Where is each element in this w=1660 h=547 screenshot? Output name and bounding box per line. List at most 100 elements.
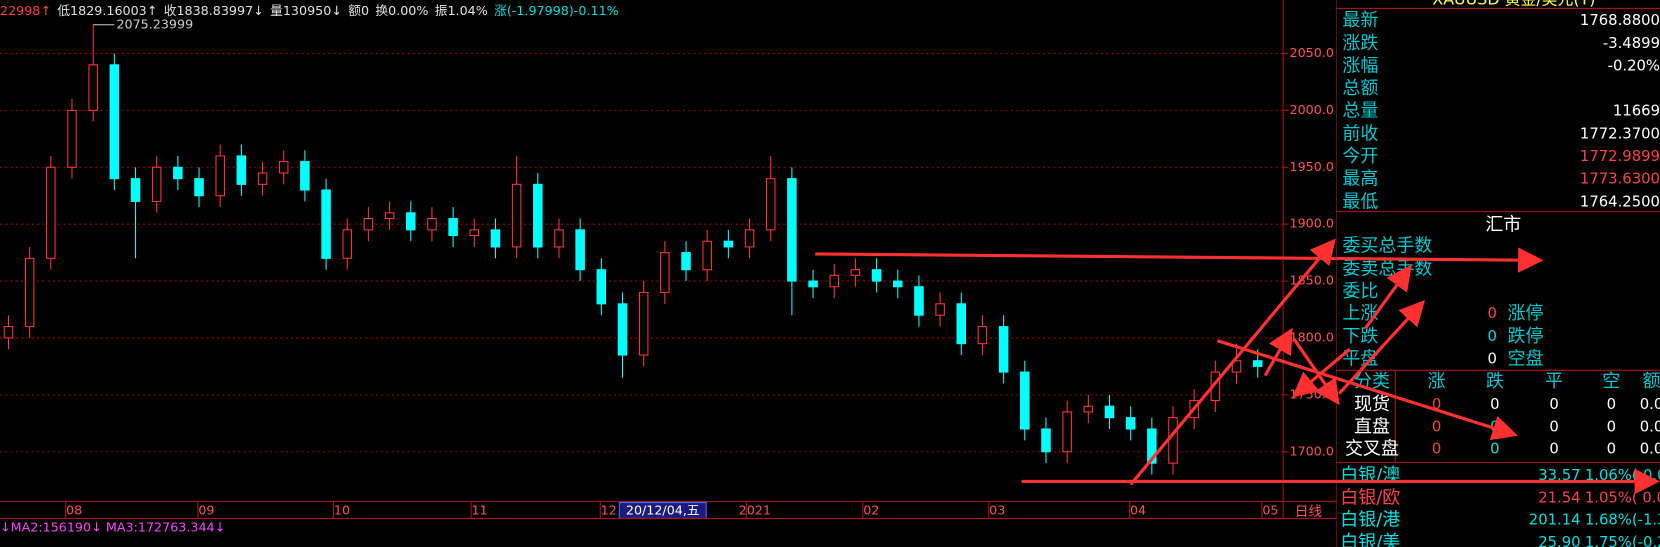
x-tick-label: 05 <box>1262 503 1278 518</box>
quote-item: 涨(-1.97998)-0.11% <box>494 3 619 18</box>
candle-body <box>787 178 797 282</box>
row-value: 1773.6300 <box>1580 171 1660 188</box>
row-value: 1772.3700 <box>1580 125 1660 142</box>
row-value: 1768.8800 <box>1580 12 1660 29</box>
candle-body <box>533 183 543 248</box>
quote-item: 收1838.83997↓ <box>164 3 264 18</box>
candle-body <box>977 326 988 345</box>
breadth-value: 0 <box>1488 305 1497 322</box>
x-tick-label: 10 <box>334 503 350 518</box>
candle-body <box>236 155 247 185</box>
y-tick-label: 1850.0 <box>1290 273 1334 288</box>
candle-body <box>278 161 289 174</box>
candle-body <box>892 280 903 288</box>
chart-area: 1700.01750.01800.01850.01900.01950.02000… <box>0 16 1334 520</box>
row-label: 前收 <box>1342 123 1378 144</box>
breadth-label: 平盘 <box>1342 349 1378 370</box>
table-cell: 0 <box>1432 418 1441 435</box>
table-cell: 0.0 <box>1640 441 1660 458</box>
candle-body <box>723 240 734 248</box>
candle-body <box>342 229 353 259</box>
candle-body <box>935 303 945 316</box>
silver-change: 1.75%(-0.20) <box>1585 534 1660 547</box>
breadth-label2: 空盘 <box>1508 349 1544 370</box>
candle-body <box>1020 371 1030 430</box>
quote-item: 22998↑ <box>0 3 51 18</box>
breadth-label2: 涨停 <box>1508 303 1544 324</box>
table-cell: 0.0 <box>1640 396 1660 413</box>
candle-body <box>660 252 670 293</box>
y-tick-label: 1800.0 <box>1290 329 1334 344</box>
table-row-label: 交叉盘 <box>1345 439 1399 460</box>
candle-body <box>427 217 437 231</box>
row-label: 最新 <box>1342 10 1378 31</box>
quote-panel: XAUUSD 黄金/美元(T)最新1768.8800涨跌-3.4899涨幅-0.… <box>1336 0 1660 547</box>
table-header: 空 <box>1602 371 1620 392</box>
candle-body <box>1147 428 1157 464</box>
cursor-date: 20/12/04,五 <box>626 503 700 518</box>
silver-change: 1.05%( 0.01) <box>1585 489 1660 506</box>
table-header: 涨 <box>1428 371 1446 392</box>
candle-body <box>384 212 395 220</box>
candle-body <box>638 291 649 356</box>
silver-price: 25.90 <box>1538 534 1580 547</box>
row-label: 涨幅 <box>1342 55 1378 76</box>
x-tick-label: 03 <box>989 503 1005 518</box>
candle-body <box>130 178 141 202</box>
candle-body <box>808 280 818 288</box>
candle-body <box>765 178 776 231</box>
x-tick-label: 02 <box>863 503 879 518</box>
candle-body <box>194 178 204 197</box>
candle-body <box>88 64 98 111</box>
candle-body <box>681 252 691 271</box>
peak-label: 2075.23999 <box>116 16 193 31</box>
table-row-label: 现货 <box>1354 394 1390 415</box>
candle-body <box>511 183 522 248</box>
candle-body <box>554 229 564 248</box>
indicator-item: MA3:172763.344↓ <box>106 519 225 534</box>
table-cell: 0 <box>1607 418 1616 435</box>
candle-body <box>24 257 35 328</box>
arrow <box>1292 337 1340 406</box>
row-value: 1772.9899 <box>1580 148 1660 165</box>
candle-body <box>406 212 416 231</box>
table-header: 额 <box>1643 371 1660 392</box>
arrow <box>1129 238 1336 486</box>
candle-body <box>744 229 755 248</box>
table-cell: 0 <box>1549 418 1558 435</box>
breadth-label2: 跌停 <box>1508 326 1544 347</box>
silver-label: 白银/欧 <box>1340 487 1400 508</box>
silver-label: 白银/港 <box>1340 510 1400 531</box>
candle-body <box>257 172 268 185</box>
silver-change: 1.68%(-1.37) <box>1585 512 1660 529</box>
row-value: 1764.2500 <box>1580 193 1660 210</box>
breadth-label: 下跌 <box>1342 326 1378 347</box>
market-title: 汇市 <box>1485 214 1521 235</box>
candle-body <box>1104 405 1115 419</box>
annotations <box>815 238 1660 495</box>
silver-price: 21.54 <box>1538 489 1580 506</box>
table-cell: 0 <box>1432 396 1441 413</box>
order-label: 委卖总手数 <box>1342 258 1432 279</box>
quote-item: 额0 <box>348 3 369 18</box>
candle-body <box>956 303 967 345</box>
table-cell: 0 <box>1607 441 1616 458</box>
candle-body <box>850 269 861 276</box>
panel-header: XAUUSD 黄金/美元(T) <box>1432 0 1595 8</box>
row-label: 最高 <box>1342 169 1378 190</box>
table-cell: 0 <box>1490 396 1499 413</box>
arrow <box>1364 264 1412 329</box>
silver-price: 201.14 <box>1529 512 1581 529</box>
row-value: -0.20% <box>1608 57 1660 74</box>
candle-body <box>1252 360 1263 367</box>
x-tick-label: 2021 <box>739 503 771 518</box>
candle-body <box>215 155 225 197</box>
candle-body <box>67 109 77 168</box>
y-tick-label: 2000.0 <box>1290 102 1334 117</box>
candle-body <box>151 166 162 202</box>
breadth-label: 上涨 <box>1342 303 1378 324</box>
quote-item: 量130950↓ <box>270 3 342 18</box>
candle-body <box>998 326 1009 373</box>
candle-body <box>109 64 120 180</box>
